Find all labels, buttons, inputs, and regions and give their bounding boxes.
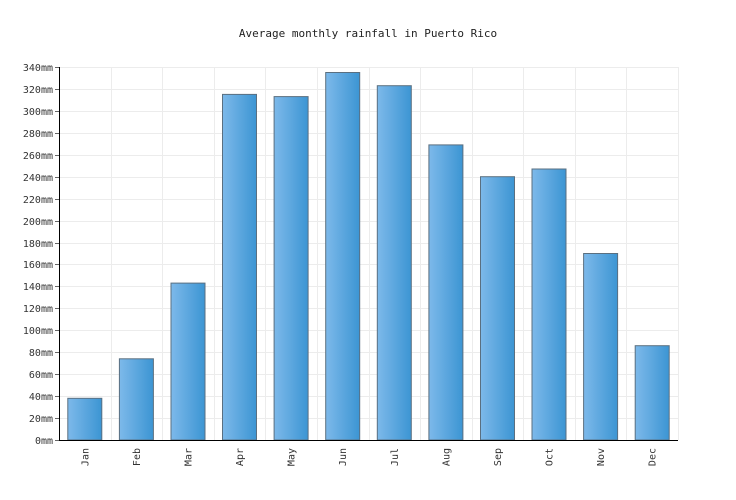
y-tick-label: 240mm: [23, 173, 53, 184]
y-tick-label: 340mm: [23, 63, 53, 74]
x-tick-label: May: [287, 448, 298, 466]
bar-dec: [634, 345, 670, 441]
y-tick-label: 120mm: [23, 304, 53, 315]
y-tick-label: 280mm: [23, 129, 53, 140]
x-tick-label: Feb: [132, 448, 143, 466]
x-tick-label: Jul: [390, 448, 401, 466]
bar-sep: [480, 176, 515, 441]
bar-feb: [118, 358, 154, 441]
bar-jun: [325, 72, 361, 441]
y-tick-label: 220mm: [23, 195, 53, 206]
y-tick-label: 20mm: [29, 414, 53, 425]
x-tick-label: Nov: [596, 448, 607, 466]
x-tick-label: Mar: [183, 448, 194, 466]
y-tick-label: 40mm: [29, 392, 53, 403]
x-tick-label: Jan: [80, 448, 91, 466]
y-tick-labels: 0mm 20mm 40mm 60mm 80mm 100mm 120mm 140mm 160mm 1…: [23, 63, 53, 447]
bar-may: [273, 96, 309, 441]
x-tick-label: Apr: [235, 448, 246, 466]
y-tick-label: 140mm: [23, 282, 53, 293]
x-tick-label: Oct: [545, 448, 556, 466]
y-tick-label: 320mm: [23, 85, 53, 96]
y-tick-label: 80mm: [29, 348, 53, 359]
bar-mar: [170, 282, 206, 441]
bars: [67, 72, 670, 441]
axes: [59, 67, 678, 441]
y-tick-label: 0mm: [35, 436, 53, 447]
bar-apr: [222, 93, 257, 441]
bar-aug: [428, 144, 464, 441]
bar-jul: [376, 85, 412, 441]
bar-jan: [67, 397, 103, 441]
y-tick-label: 260mm: [23, 151, 53, 162]
x-tick-label: Sep: [493, 448, 504, 466]
y-tick-label: 160mm: [23, 260, 53, 271]
y-tick-label: 60mm: [29, 370, 53, 381]
chart-title: Average monthly rainfall in Puerto Rico: [238, 27, 498, 40]
y-tick-label: 200mm: [23, 217, 53, 228]
y-tick-label: 180mm: [23, 239, 53, 250]
bar-nov: [583, 253, 619, 441]
x-tick-label: Dec: [648, 448, 659, 466]
bar-oct: [531, 168, 567, 441]
x-tick-label: Jun: [338, 448, 349, 466]
x-tick-labels: Jan Feb Mar Apr May Jun Jul Aug Sep Oct Nov Dec: [80, 448, 658, 466]
y-tick-label: 300mm: [23, 107, 53, 118]
x-tick-label: Aug: [441, 448, 452, 466]
y-tick-label: 100mm: [23, 326, 53, 337]
